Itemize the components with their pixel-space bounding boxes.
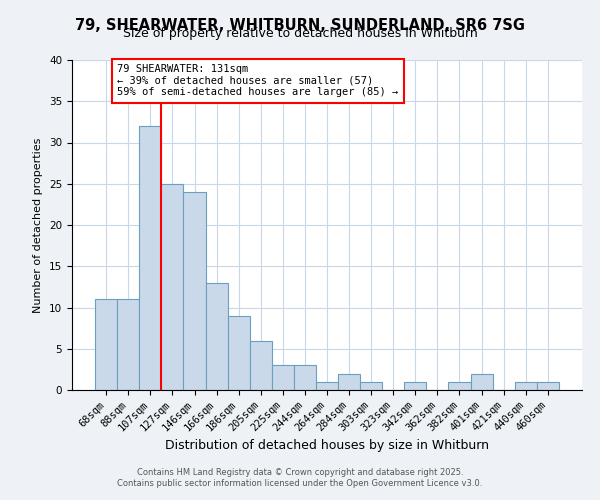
- Bar: [404, 382, 427, 390]
- Bar: [117, 299, 139, 390]
- Text: 79, SHEARWATER, WHITBURN, SUNDERLAND, SR6 7SG: 79, SHEARWATER, WHITBURN, SUNDERLAND, SR…: [75, 18, 525, 32]
- Bar: [227, 316, 250, 390]
- Bar: [316, 382, 338, 390]
- Bar: [448, 382, 470, 390]
- Bar: [250, 340, 272, 390]
- Bar: [338, 374, 360, 390]
- Bar: [470, 374, 493, 390]
- Bar: [139, 126, 161, 390]
- Bar: [206, 283, 227, 390]
- Text: 79 SHEARWATER: 131sqm
← 39% of detached houses are smaller (57)
59% of semi-deta: 79 SHEARWATER: 131sqm ← 39% of detached …: [117, 64, 398, 98]
- Bar: [294, 365, 316, 390]
- Bar: [161, 184, 184, 390]
- Bar: [184, 192, 206, 390]
- Text: Size of property relative to detached houses in Whitburn: Size of property relative to detached ho…: [122, 28, 478, 40]
- Bar: [272, 365, 294, 390]
- Bar: [95, 299, 117, 390]
- Bar: [360, 382, 382, 390]
- Y-axis label: Number of detached properties: Number of detached properties: [34, 138, 43, 312]
- Text: Contains HM Land Registry data © Crown copyright and database right 2025.
Contai: Contains HM Land Registry data © Crown c…: [118, 468, 482, 487]
- Bar: [515, 382, 537, 390]
- Bar: [537, 382, 559, 390]
- X-axis label: Distribution of detached houses by size in Whitburn: Distribution of detached houses by size …: [165, 439, 489, 452]
